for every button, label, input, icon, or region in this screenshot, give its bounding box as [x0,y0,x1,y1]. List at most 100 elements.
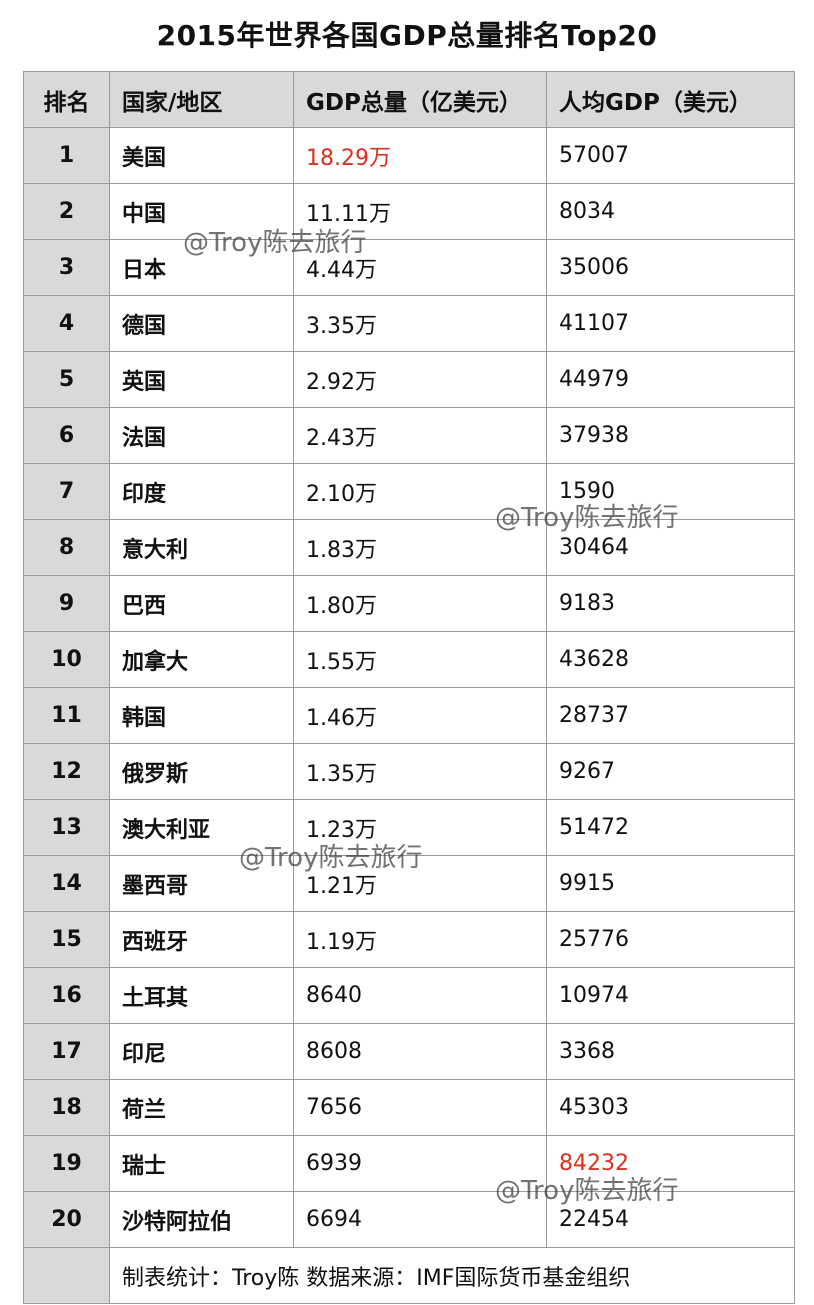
per-capita-cell: 30464 [547,520,795,576]
rank-cell: 20 [24,1192,110,1248]
country-cell: 印度 [110,464,294,520]
per-capita-cell: 57007 [547,128,795,184]
table-row: 4 德国 3.35万 41107 [24,296,795,352]
table-row: 11 韩国 1.46万 28737 [24,688,795,744]
gdp-cell: 11.11万 [294,184,547,240]
rank-cell: 1 [24,128,110,184]
country-cell: 荷兰 [110,1080,294,1136]
country-cell: 英国 [110,352,294,408]
country-cell: 加拿大 [110,632,294,688]
table-row: 3 日本 4.44万 35006 [24,240,795,296]
per-capita-cell: 44979 [547,352,795,408]
gdp-cell: 8640 [294,968,547,1024]
table-row: 18 荷兰 7656 45303 [24,1080,795,1136]
page-title: 2015年世界各国GDP总量排名Top20 [156,19,658,52]
gdp-cell: 2.10万 [294,464,547,520]
rank-cell: 10 [24,632,110,688]
table-footnote: 制表统计：Troy陈 数据来源：IMF国际货币基金组织 [110,1248,795,1304]
per-capita-cell: 8034 [547,184,795,240]
country-cell: 沙特阿拉伯 [110,1192,294,1248]
rank-cell: 4 [24,296,110,352]
gdp-cell: 6939 [294,1136,547,1192]
country-cell: 法国 [110,408,294,464]
country-cell: 日本 [110,240,294,296]
rank-cell: 13 [24,800,110,856]
table-row: 12 俄罗斯 1.35万 9267 [24,744,795,800]
table-header-row: 排名 国家/地区 GDP总量（亿美元） 人均GDP（美元） [24,72,795,128]
gdp-cell: 1.19万 [294,912,547,968]
per-capita-cell: 43628 [547,632,795,688]
gdp-cell: 1.23万 [294,800,547,856]
country-cell: 巴西 [110,576,294,632]
gdp-cell: 1.46万 [294,688,547,744]
country-cell: 西班牙 [110,912,294,968]
gdp-cell: 2.43万 [294,408,547,464]
table-row: 14 墨西哥 1.21万 9915 [24,856,795,912]
footer-blank-cell [24,1248,110,1304]
gdp-cell: 8608 [294,1024,547,1080]
per-capita-cell: 51472 [547,800,795,856]
gdp-ranking-table: 排名 国家/地区 GDP总量（亿美元） 人均GDP（美元） 1 美国 18.29万 5… [23,71,795,1304]
rank-cell: 8 [24,520,110,576]
rank-cell: 3 [24,240,110,296]
rank-cell: 12 [24,744,110,800]
table-row: 13 澳大利亚 1.23万 51472 [24,800,795,856]
table-row: 1 美国 18.29万 57007 [24,128,795,184]
country-cell: 美国 [110,128,294,184]
table-row: 5 英国 2.92万 44979 [24,352,795,408]
header-rank: 排名 [24,72,110,128]
per-capita-cell: 45303 [547,1080,795,1136]
per-capita-cell: 9183 [547,576,795,632]
per-capita-cell: 3368 [547,1024,795,1080]
table-row: 17 印尼 8608 3368 [24,1024,795,1080]
per-capita-cell: 35006 [547,240,795,296]
header-per-capita: 人均GDP（美元） [547,72,795,128]
rank-cell: 17 [24,1024,110,1080]
table-footer-row: 制表统计：Troy陈 数据来源：IMF国际货币基金组织 [24,1248,795,1304]
header-gdp: GDP总量（亿美元） [294,72,547,128]
country-cell: 韩国 [110,688,294,744]
header-country: 国家/地区 [110,72,294,128]
country-cell: 澳大利亚 [110,800,294,856]
rank-cell: 15 [24,912,110,968]
per-capita-cell: 28737 [547,688,795,744]
table-row: 15 西班牙 1.19万 25776 [24,912,795,968]
gdp-cell: 1.83万 [294,520,547,576]
per-capita-cell: 1590 [547,464,795,520]
gdp-cell: 4.44万 [294,240,547,296]
gdp-cell: 1.55万 [294,632,547,688]
table-row: 6 法国 2.43万 37938 [24,408,795,464]
rank-cell: 6 [24,408,110,464]
per-capita-cell: 37938 [547,408,795,464]
table-row: 19 瑞士 6939 84232 [24,1136,795,1192]
table-row: 20 沙特阿拉伯 6694 22454 [24,1192,795,1248]
rank-cell: 16 [24,968,110,1024]
per-capita-cell: 22454 [547,1192,795,1248]
gdp-cell: 3.35万 [294,296,547,352]
gdp-cell: 2.92万 [294,352,547,408]
rank-cell: 18 [24,1080,110,1136]
per-capita-cell: 9915 [547,856,795,912]
table-row: 16 土耳其 8640 10974 [24,968,795,1024]
table-row: 2 中国 11.11万 8034 [24,184,795,240]
rank-cell: 5 [24,352,110,408]
per-capita-cell: 84232 [547,1136,795,1192]
per-capita-cell: 41107 [547,296,795,352]
per-capita-cell: 9267 [547,744,795,800]
per-capita-cell: 25776 [547,912,795,968]
gdp-cell: 1.21万 [294,856,547,912]
country-cell: 中国 [110,184,294,240]
rank-cell: 9 [24,576,110,632]
gdp-cell: 18.29万 [294,128,547,184]
gdp-cell: 1.35万 [294,744,547,800]
country-cell: 俄罗斯 [110,744,294,800]
rank-cell: 11 [24,688,110,744]
gdp-cell: 6694 [294,1192,547,1248]
country-cell: 墨西哥 [110,856,294,912]
gdp-cell: 7656 [294,1080,547,1136]
country-cell: 瑞士 [110,1136,294,1192]
rank-cell: 7 [24,464,110,520]
table-row: 9 巴西 1.80万 9183 [24,576,795,632]
rank-cell: 2 [24,184,110,240]
country-cell: 土耳其 [110,968,294,1024]
